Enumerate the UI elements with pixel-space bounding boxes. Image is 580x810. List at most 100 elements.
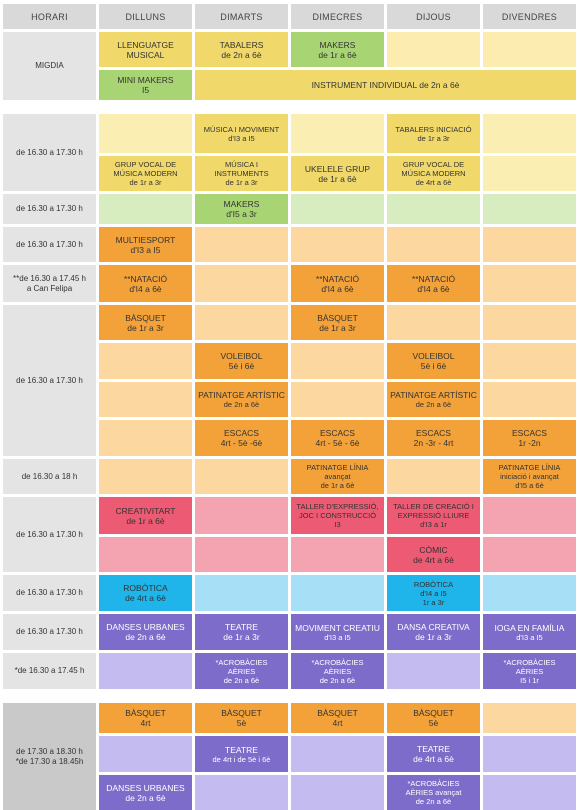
empty-cell bbox=[291, 736, 384, 772]
empty-cell bbox=[483, 265, 576, 302]
empty-cell bbox=[195, 227, 288, 262]
activity-natacio: **NATACIÓ d'I4 a 6è bbox=[99, 265, 192, 302]
activity-basquet: BÀSQUET de 1r a 3r bbox=[99, 305, 192, 340]
time-slot: de 16.30 a 17.30 h bbox=[3, 497, 96, 572]
activity-grup-vocal: GRUP VOCAL DE MÚSICA MODERN de 1r a 3r bbox=[99, 156, 192, 191]
time-slot: de 16.30 a 17.30 h bbox=[3, 305, 96, 456]
time-slot: de 16.30 a 17.30 h bbox=[3, 194, 96, 224]
header-divendres: DIVENDRES bbox=[483, 4, 576, 29]
empty-cell bbox=[195, 775, 288, 810]
activity-taller-expressio: TALLER D'EXPRESSIÓ, JOC I CONSTRUCCIÓ I3 bbox=[291, 497, 384, 534]
activity-escacs: ESCACS 1r -2n bbox=[483, 420, 576, 456]
empty-cell bbox=[99, 343, 192, 379]
empty-cell bbox=[483, 775, 576, 810]
empty-cell bbox=[387, 32, 480, 67]
header-dilluns: DILLUNS bbox=[99, 4, 192, 29]
activity-natacio: **NATACIÓ d'I4 a 6è bbox=[387, 265, 480, 302]
time-slot: de 16.30 a 17.30 h bbox=[3, 114, 96, 191]
activity-ukelele: UKELELE GRUP de 1r a 6è bbox=[291, 156, 384, 191]
empty-cell bbox=[483, 497, 576, 534]
activity-ioga-familia: IOGA EN FAMÍLIA d'I3 a I5 bbox=[483, 614, 576, 650]
empty-cell bbox=[195, 265, 288, 302]
activity-danses-urbanes: DANSES URBANES de 2n a 6è bbox=[99, 614, 192, 650]
empty-cell bbox=[99, 194, 192, 224]
activity-acrobacies: *ACROBÀCIES AÈRIES de 2n a 6è bbox=[291, 653, 384, 689]
activity-robotica: ROBÒTICA de 4rt a 6è bbox=[99, 575, 192, 611]
empty-cell bbox=[99, 459, 192, 494]
time-slot: de 16.30 a 17.30 h bbox=[3, 614, 96, 650]
activity-acrobacies: *ACROBÀCIES AÈRIES avançat de 2n a 6è bbox=[387, 775, 480, 810]
empty-cell bbox=[291, 537, 384, 572]
empty-cell bbox=[483, 156, 576, 191]
activity-teatre: TEATRE de 4rt a 6è bbox=[387, 736, 480, 772]
empty-cell bbox=[99, 420, 192, 456]
empty-cell bbox=[483, 736, 576, 772]
empty-cell bbox=[387, 459, 480, 494]
activity-basquet: BÀSQUET 5è bbox=[195, 703, 288, 733]
header-dimarts: DIMARTS bbox=[195, 4, 288, 29]
activity-basquet: BÀSQUET de 1r a 3r bbox=[291, 305, 384, 340]
activity-taller-creacio: TALLER DE CREACIÓ I EXPRESSIÓ LLIURE d'I3 … bbox=[387, 497, 480, 534]
activity-escacs: ESCACS 2n -3r - 4rt bbox=[387, 420, 480, 456]
empty-cell bbox=[483, 114, 576, 153]
empty-cell bbox=[195, 537, 288, 572]
empty-cell bbox=[387, 194, 480, 224]
empty-cell bbox=[99, 114, 192, 153]
empty-cell bbox=[387, 227, 480, 262]
activity-moviment-creatiu: MOVIMENT CREATIU d'I3 a I5 bbox=[291, 614, 384, 650]
header-horari: HORARI bbox=[3, 4, 96, 29]
empty-cell bbox=[387, 305, 480, 340]
empty-cell bbox=[483, 537, 576, 572]
activity-makers: MAKERS de 1r a 6è bbox=[291, 32, 384, 67]
empty-cell bbox=[483, 575, 576, 611]
time-slot: *de 16.30 a 17.45 h bbox=[3, 653, 96, 689]
empty-cell bbox=[483, 227, 576, 262]
activity-basquet: BÀSQUET 5è bbox=[387, 703, 480, 733]
empty-cell bbox=[291, 775, 384, 810]
activity-musica-instruments: MÚSICA I INSTRUMENTS de 1r a 3r bbox=[195, 156, 288, 191]
activity-creativitart: CREATIVITART de 1r a 6è bbox=[99, 497, 192, 534]
activity-basquet: BÀSQUET 4rt bbox=[291, 703, 384, 733]
time-migdia: MIGDIA bbox=[3, 32, 96, 100]
activity-patinatge-linia: PATINATGE LÍNIA avançat de 1r a 6è bbox=[291, 459, 384, 494]
activity-patinatge-artistic: PATINATGE ARTÍSTIC de 2n a 6è bbox=[195, 382, 288, 417]
empty-cell bbox=[291, 114, 384, 153]
empty-cell bbox=[483, 382, 576, 417]
activity-basquet: BÀSQUET 4rt bbox=[99, 703, 192, 733]
activity-grup-vocal: GRUP VOCAL DE MÚSICA MODERN de 4rt a 6è bbox=[387, 156, 480, 191]
activity-voleibol: VOLEIBOL 5è i 6è bbox=[195, 343, 288, 379]
activity-acrobacies: *ACROBÀCIES AÈRIES I5 i 1r bbox=[483, 653, 576, 689]
empty-cell bbox=[99, 382, 192, 417]
activity-voleibol: VOLEIBOL 5è i 6è bbox=[387, 343, 480, 379]
empty-cell bbox=[99, 736, 192, 772]
empty-cell bbox=[483, 194, 576, 224]
time-slot: de 16.30 a 17.30 h bbox=[3, 575, 96, 611]
activity-mini-makers: MINI MAKERS I5 bbox=[99, 70, 192, 100]
time-slot-late: de 17.30 a 18.30 h *de 17.30 a 18.45h bbox=[3, 703, 96, 810]
empty-cell bbox=[291, 194, 384, 224]
activity-escacs: ESCACS 4rt - 5è - 6è bbox=[291, 420, 384, 456]
activity-natacio: **NATACIÓ d'I4 a 6è bbox=[291, 265, 384, 302]
activity-instrument-individual: INSTRUMENT INDIVIDUAL de 2n a 6è bbox=[195, 70, 576, 100]
activity-robotica: ROBÒTICA d'I4 a I5 1r a 3r bbox=[387, 575, 480, 611]
activity-dansa-creativa: DANSA CREATIVA de 1r a 3r bbox=[387, 614, 480, 650]
empty-cell bbox=[195, 305, 288, 340]
activity-danses-urbanes: DANSES URBANES de 2n a 6è bbox=[99, 775, 192, 810]
empty-cell bbox=[483, 703, 576, 733]
empty-cell bbox=[291, 227, 384, 262]
empty-cell bbox=[483, 305, 576, 340]
empty-cell bbox=[291, 343, 384, 379]
empty-cell bbox=[99, 537, 192, 572]
empty-cell bbox=[195, 459, 288, 494]
activity-comic: CÒMIC de 4rt a 6è bbox=[387, 537, 480, 572]
empty-cell bbox=[483, 343, 576, 379]
empty-cell bbox=[291, 575, 384, 611]
time-slot: de 16.30 a 18 h bbox=[3, 459, 96, 494]
activity-patinatge-artistic: PATINATGE ARTÍSTIC de 2n a 6è bbox=[387, 382, 480, 417]
activity-patinatge-linia: PATINATGE LÍNIA iniciació i avançat d'I5 a… bbox=[483, 459, 576, 494]
time-slot: de 16.30 a 17.30 h bbox=[3, 227, 96, 262]
activity-tabalers-iniciacio: TABALERS INICIACIÓ de 1r a 3r bbox=[387, 114, 480, 153]
activity-llenguatge-musical: LLENGUATGE MUSICAL bbox=[99, 32, 192, 67]
activity-tabalers: TABALERS de 2n a 6è bbox=[195, 32, 288, 67]
header-dimecres: DIMECRES bbox=[291, 4, 384, 29]
